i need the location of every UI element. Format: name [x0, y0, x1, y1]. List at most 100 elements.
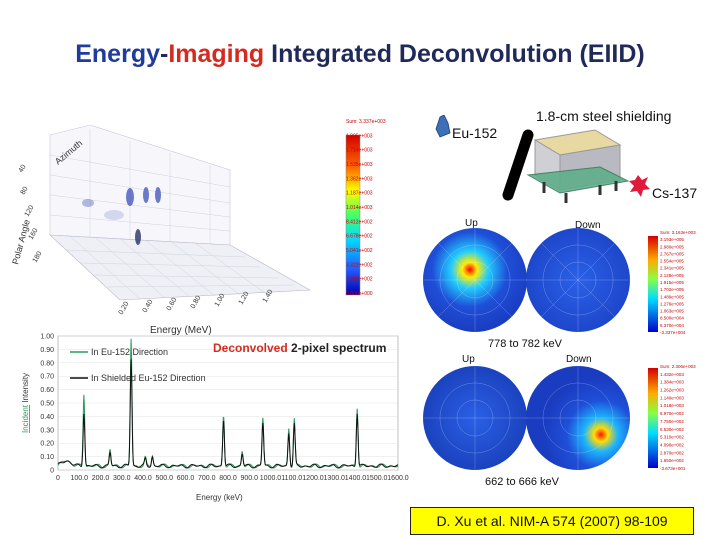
spectrum-title: Deconvolved 2-pixel spectrum [213, 341, 386, 355]
plot3d-peak [155, 187, 161, 203]
colorbar-tick-label: 1.384e+003 [660, 380, 684, 385]
energy-window-top-label: 778 to 782 keV [488, 338, 563, 350]
down-label-bottom: Down [566, 354, 592, 365]
colorbar-tick-label: -3.673e+001 [660, 466, 686, 471]
x-tick-label: 1400.0 [345, 475, 367, 482]
colorbar-tick-label: 1.014e+003 [346, 205, 373, 211]
eu152-label: Eu-152 [452, 125, 498, 141]
shielding-label: 1.8-cm steel shielding [536, 108, 672, 124]
x-tick-label: 1000.0 [260, 475, 282, 482]
plot3d-angle-label: Polar Angle [10, 218, 32, 265]
colorbar-tick-label: 1.063e+005 [660, 309, 684, 314]
x-tick-label: 1600.0 [387, 475, 409, 482]
svg-text:0.40: 0.40 [142, 299, 155, 314]
energy-angle-3d-plot: 180 160 120 80 40 0.20 0.40 0.60 0.80 1.… [10, 115, 410, 336]
up-label-top: Up [465, 218, 478, 229]
legend-label: In Eu-152 Direction [91, 347, 168, 357]
series-line-2 [57, 359, 399, 469]
colorbar-tick-label: 1.187e+003 [346, 191, 373, 197]
colorbar-tick-label: 1.895e+003 [346, 133, 373, 139]
x-tick-label: 500.0 [155, 475, 173, 482]
title-rest: Integrated Deconvolution (EIID) [264, 40, 645, 68]
hemi-colorbar-bottom [648, 368, 658, 468]
colorbar-tick-label: 1.702e+005 [660, 287, 684, 292]
y-tick-label: 0.80 [40, 360, 54, 367]
title-dash: - [160, 40, 169, 68]
up-hemisphere-map-bottom [423, 366, 527, 470]
colorbar-tick-label: 7.750e+002 [660, 419, 684, 424]
plot3d-graphic: 180 160 120 80 40 0.20 0.40 0.60 0.80 1.… [10, 119, 386, 336]
x-tick-label: 700.0 [198, 475, 216, 482]
svg-text:80: 80 [20, 186, 30, 196]
page-title: Energy-Imaging Integrated Deconvolution … [0, 40, 720, 69]
plot3d-colorbar [345, 134, 361, 296]
title-energy: Energy [75, 40, 160, 68]
title-imaging: Imaging [168, 40, 265, 68]
y-tick-label: 0.20 [40, 441, 54, 448]
plot3d-floor [49, 234, 312, 301]
colorbar-tick-label: 1.362e+003 [346, 176, 373, 182]
plot3d-peak [126, 188, 134, 206]
y-tick-label: 0.70 [40, 374, 54, 381]
x-tick-label: 1100.0 [281, 475, 302, 482]
x-tick-label: 300.0 [113, 475, 131, 482]
steel-shield-bar [502, 129, 534, 201]
colorbar-tick-label: 1.489e+005 [660, 294, 684, 299]
spectrum-xlabel: Energy (keV) [196, 493, 243, 502]
x-tick-label: 600.0 [177, 475, 195, 482]
plot3d-peak [135, 229, 141, 245]
colorbar-tick-label: Sum: 2.306e+003 [660, 364, 696, 369]
x-tick-label: 800.0 [219, 475, 237, 482]
y-tick-label: 0.30 [40, 427, 54, 434]
spectrum-ylabel-part2: Intensity [21, 373, 30, 405]
colorbar-tick-label: 2.128e+005 [660, 273, 684, 278]
x-tick-label: 900.0 [240, 475, 258, 482]
colorbar-tick-label: 8.500e+004 [660, 316, 684, 321]
y-tick-label: 0.60 [40, 387, 54, 394]
colorbar-tick-label: 2.341e+005 [660, 266, 684, 271]
colorbar-tick-label: 6.530e+002 [660, 427, 684, 432]
svg-text:0.20: 0.20 [118, 301, 131, 316]
up-label-bottom: Up [462, 354, 475, 365]
colorbar-tick-label: 3.193e+005 [660, 237, 684, 242]
colorbar-tick-label: Sum: 3.163e+003 [660, 230, 696, 235]
cs137-label: Cs-137 [652, 185, 698, 201]
down-label-top: Down [575, 220, 601, 231]
y-tick-label: 0.40 [40, 414, 54, 421]
svg-text:120: 120 [24, 204, 36, 218]
energy-window-bottom-label: 662 to 666 keV [485, 476, 560, 488]
svg-text:180: 180 [32, 250, 44, 264]
colorbar-tick-label: 1.276e+005 [660, 301, 684, 306]
colorbar-tick-label: 1.595e+002 [346, 277, 373, 283]
svg-text:160: 160 [28, 227, 40, 241]
plot3d-back-wall [49, 124, 231, 246]
x-tick-label: 100.0 [70, 475, 88, 482]
colorbar-tick-label: 6.370e+004 [660, 323, 684, 328]
colorbar-tick-label: 6.678e+002 [346, 234, 373, 240]
svg-text:0.80: 0.80 [190, 295, 203, 310]
cs137-source-icon [629, 175, 650, 197]
hemisphere-maps-bottom: Sum: 2.306e+003 1.432e+003 1.384e+003 1.262… [420, 362, 720, 474]
plot3d-peak [143, 187, 149, 203]
colorbar-tick-label: Sum: 3.337e+003 [346, 119, 386, 125]
colorbar-tick-label: 1.018e+003 [660, 403, 684, 408]
spectrum-svg: 0 100.0 200.0 300.0 400.0 500.0 600.0 700.0 800.… [21, 334, 409, 503]
spectrum-ylabel-part1: Incident [21, 404, 30, 433]
x-tick-label: 400.0 [134, 475, 152, 482]
plot3d-ylabel: Energy (MeV) [150, 325, 212, 335]
svg-text:40: 40 [18, 164, 28, 174]
reference-citation: D. Xu et al. NIM-A 574 (2007) 98-109 [410, 507, 694, 535]
colorbar-tick-label: -3.337e+004 [660, 330, 686, 335]
spectrum-title-part1: Deconvolved [213, 341, 288, 355]
colorbar-tick-label: 3.322e+002 [346, 262, 373, 268]
colorbar-tick-label: 4.090e+002 [660, 442, 684, 447]
y-tick-label: 0 [50, 468, 54, 475]
colorbar-tick-label: 1.650e+002 [660, 458, 684, 463]
colorbar-tick-label: 2.767e+005 [660, 251, 684, 256]
x-tick-label: 1500.0 [366, 475, 388, 482]
down-hemisphere-map-bottom [526, 366, 630, 470]
hemi-colorbar-top [648, 236, 658, 332]
colorbar-tick-label: 5.310e+002 [660, 435, 684, 440]
shielding-schematic [430, 114, 720, 225]
x-tick-label: 200.0 [92, 475, 110, 482]
